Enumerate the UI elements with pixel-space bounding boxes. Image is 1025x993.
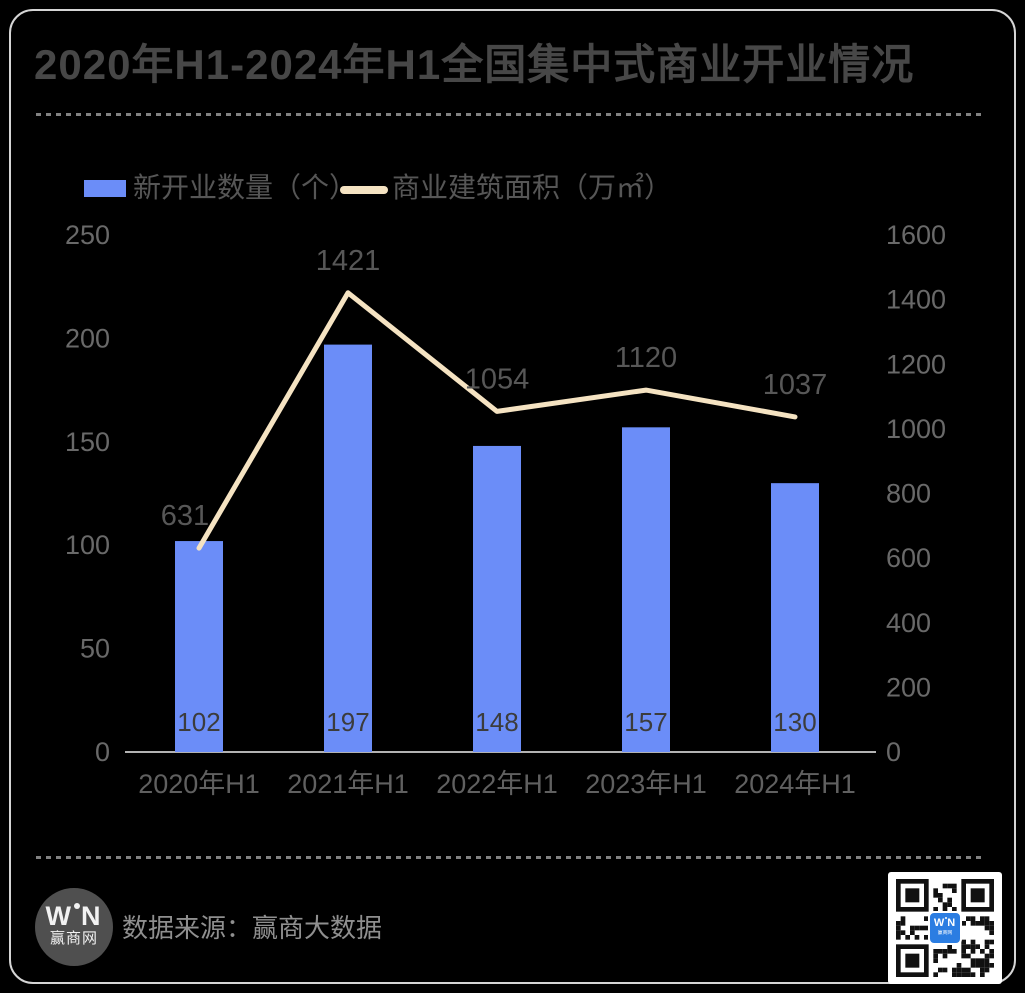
line-value-label: 1037 (763, 369, 828, 401)
bar-value-label: 148 (475, 707, 518, 737)
qr-pattern (896, 879, 994, 977)
page-title: 2020年H1-2024年H1全国集中式商业开业情况 (34, 41, 915, 88)
data-source-text: 数据来源：赢商大数据 (122, 913, 383, 943)
right-axis-tick: 400 (886, 608, 931, 638)
right-axis-tick: 1600 (886, 220, 946, 250)
bar-value-label: 102 (177, 707, 220, 737)
right-axis-tick: 200 (886, 672, 931, 702)
right-axis-tick: 1200 (886, 349, 946, 379)
right-axis-tick: 600 (886, 543, 931, 573)
left-axis-tick: 50 (80, 634, 110, 664)
top-divider (36, 113, 985, 116)
left-axis-tick: 250 (65, 220, 110, 250)
right-axis-tick: 1400 (886, 285, 946, 315)
line-series (196, 290, 798, 551)
logo-dot-icon (73, 903, 80, 909)
bottom-divider (36, 856, 985, 859)
right-axis-tick: 0 (886, 737, 901, 767)
x-axis-label: 2022年H1 (436, 769, 558, 799)
line-value-label: 1120 (615, 342, 677, 374)
line-value-label: 1054 (465, 363, 530, 395)
line-value-label: 1421 (316, 245, 381, 277)
legend-bar-swatch (84, 180, 126, 197)
x-axis-label: 2024年H1 (734, 769, 856, 799)
bar-value-label: 197 (326, 707, 369, 737)
left-axis-tick: 100 (65, 530, 110, 560)
bar (473, 445, 521, 752)
logo-brand-text: 赢商网 (49, 930, 98, 947)
line-value-label: 631 (161, 500, 209, 532)
bar (175, 541, 223, 752)
right-axis-tick: 1000 (886, 414, 946, 444)
bar-value-label: 130 (773, 707, 816, 737)
left-axis-tick: 200 (65, 323, 110, 353)
bar (324, 344, 372, 752)
x-axis-label: 2021年H1 (287, 769, 409, 799)
right-axis-tick: 800 (886, 479, 931, 509)
legend-line-label: 商业建筑面积（万㎡） (392, 172, 673, 203)
bar (622, 427, 670, 752)
combo-chart: 0 50 100 150 200 250 0 200 400 600 800 1000 1200 1400… (65, 220, 946, 799)
x-axis-label: 2020年H1 (138, 769, 260, 799)
x-axis-label: 2023年H1 (585, 769, 707, 799)
bar (771, 483, 819, 752)
qr-brand-text: 赢商网 (937, 930, 953, 936)
bar-value-label: 157 (624, 707, 667, 737)
legend-line-swatch (340, 186, 388, 194)
qr-logo-dot-icon (945, 917, 948, 919)
legend-bar-label: 新开业数量（个） (133, 172, 358, 203)
left-axis-tick: 150 (65, 427, 110, 457)
left-axis-tick: 0 (95, 737, 110, 767)
